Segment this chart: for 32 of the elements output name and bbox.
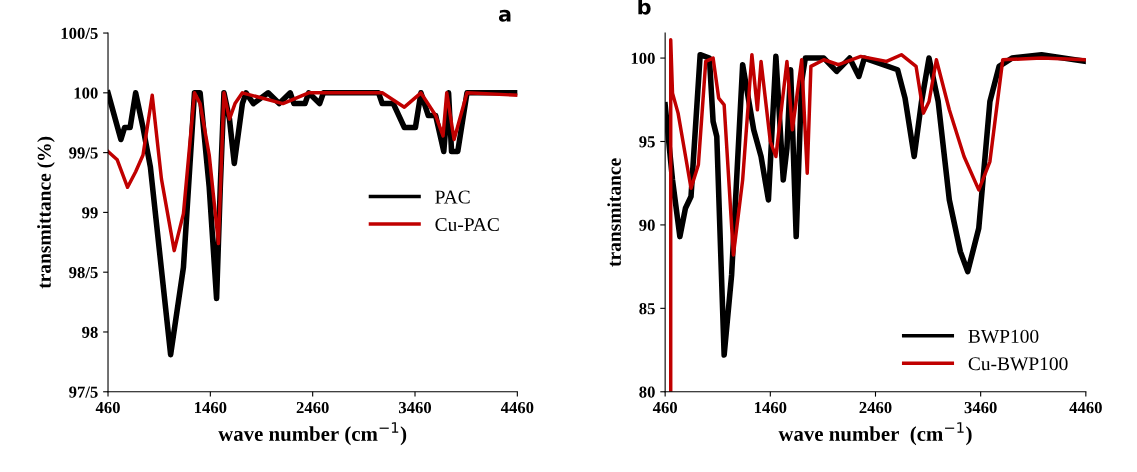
text: a [498,9,511,22]
x-axis-title: wave number (cm$^{−1}$) [218,422,407,446]
y-axis-title: transmitance [607,158,621,267]
x-tick-label: 2460 [859,401,892,414]
y-tick-label: 98 [82,326,98,338]
y-tick-label: 99 [82,207,98,219]
y-tick-label: 100/5 [61,27,98,39]
x-tick-label: 1460 [754,401,787,414]
y-tick-label: 85 [639,303,655,315]
y-tick-label: 100 [631,52,655,65]
y-tick-label: 80 [639,386,655,398]
y-tick-label: 100 [74,87,98,99]
y-axis-title: transmittance (%) [37,136,55,289]
x-tick-label: 2460 [296,401,329,414]
y-tick-label: 97/5 [69,386,98,398]
x-tick-label: 3460 [964,401,997,414]
legend-label: Cu-PAC [435,218,499,232]
x-tick-label: 1460 [195,401,227,414]
legend-label: BWP100 [968,329,1039,343]
y-tick-label: 90 [639,219,655,231]
line-series [108,91,518,253]
legend-label: PAC [435,190,470,204]
y-tick-label: 98/5 [69,266,98,279]
x-tick-label: 460 [95,401,120,414]
x-axis-title: wave number (cm$^{−1}$) [778,422,972,446]
y-tick-label: 95 [639,136,655,148]
x-tick-label: 4460 [1069,401,1102,414]
legend-label: Cu-BWP100 [968,357,1068,371]
x-tick-label: 4460 [500,401,534,414]
y-tick-label: 99/5 [69,147,98,159]
x-tick-label: 460 [652,401,678,414]
x-tick-label: 3460 [398,401,432,414]
